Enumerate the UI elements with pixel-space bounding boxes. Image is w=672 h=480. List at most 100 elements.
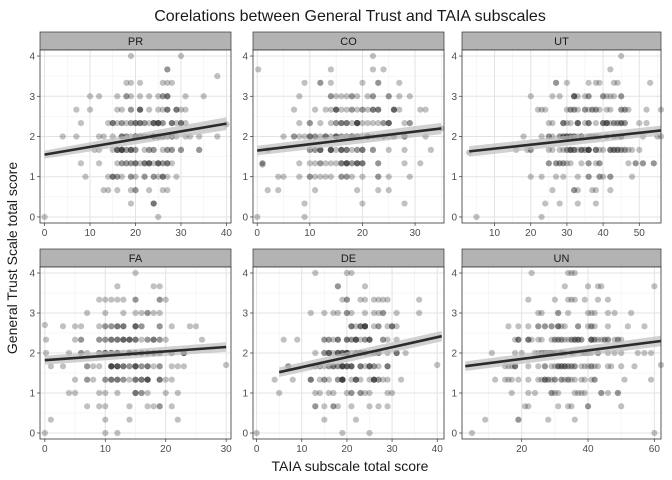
data-point bbox=[311, 173, 319, 180]
data-point bbox=[132, 389, 139, 397]
data-point bbox=[77, 160, 85, 167]
data-point bbox=[528, 336, 535, 343]
data-point bbox=[584, 309, 592, 317]
data-point bbox=[541, 323, 549, 330]
data-point bbox=[565, 363, 572, 370]
regression-line bbox=[44, 122, 227, 156]
data-point bbox=[334, 363, 341, 370]
data-point bbox=[126, 416, 133, 423]
data-point bbox=[173, 173, 180, 180]
data-point bbox=[357, 363, 364, 370]
data-point bbox=[120, 336, 127, 343]
data-point bbox=[538, 376, 545, 383]
data-point bbox=[545, 376, 552, 383]
data-point bbox=[118, 106, 125, 113]
data-point bbox=[132, 323, 139, 330]
data-point bbox=[628, 173, 636, 180]
data-point bbox=[162, 376, 169, 383]
data-point bbox=[317, 79, 324, 86]
data-point bbox=[608, 363, 615, 370]
data-point bbox=[357, 296, 364, 303]
data-point bbox=[132, 363, 139, 370]
data-point bbox=[150, 200, 157, 207]
data-point bbox=[339, 363, 346, 370]
data-point bbox=[568, 296, 575, 303]
data-point bbox=[552, 173, 560, 180]
data-point bbox=[468, 429, 476, 437]
data-point bbox=[73, 106, 80, 113]
data-point bbox=[603, 93, 610, 100]
data-point bbox=[200, 93, 207, 100]
data-point bbox=[352, 416, 360, 423]
data-point bbox=[159, 146, 166, 154]
data-point bbox=[174, 389, 181, 397]
regression-line bbox=[44, 345, 227, 362]
data-point bbox=[159, 173, 166, 180]
data-point bbox=[354, 146, 361, 154]
data-point bbox=[296, 133, 303, 140]
data-point bbox=[127, 160, 135, 167]
data-point bbox=[370, 376, 378, 383]
data-point bbox=[84, 363, 91, 370]
data-point bbox=[538, 213, 545, 221]
data-point bbox=[114, 363, 121, 370]
data-point bbox=[102, 309, 109, 317]
data-point bbox=[141, 146, 148, 154]
data-point bbox=[150, 336, 157, 343]
data-point bbox=[312, 349, 319, 357]
data-point bbox=[126, 376, 133, 383]
data-point bbox=[325, 336, 332, 343]
data-point bbox=[136, 106, 144, 113]
data-point bbox=[552, 160, 560, 167]
data-point bbox=[306, 173, 313, 180]
data-point bbox=[343, 160, 350, 167]
data-point bbox=[567, 106, 574, 113]
data-point bbox=[535, 323, 542, 330]
data-point bbox=[127, 106, 135, 113]
data-point bbox=[96, 363, 103, 370]
data-point bbox=[603, 119, 610, 127]
data-point bbox=[144, 376, 151, 383]
data-point bbox=[560, 173, 567, 180]
data-point bbox=[568, 403, 575, 410]
data-point bbox=[301, 79, 308, 86]
data-point bbox=[398, 376, 405, 383]
data-point bbox=[571, 93, 578, 100]
data-point bbox=[138, 363, 145, 370]
data-point bbox=[511, 349, 519, 357]
data-point bbox=[515, 416, 522, 423]
data-point bbox=[173, 106, 180, 113]
data-point bbox=[357, 389, 364, 397]
data-point bbox=[549, 119, 556, 127]
x-tick-label: 50 bbox=[634, 228, 646, 239]
data-point bbox=[114, 429, 121, 437]
data-point bbox=[343, 93, 350, 100]
data-point bbox=[370, 376, 378, 383]
data-point bbox=[551, 376, 558, 383]
data-point bbox=[352, 323, 360, 330]
data-point bbox=[114, 376, 121, 383]
data-point bbox=[607, 146, 614, 154]
data-point bbox=[578, 146, 585, 154]
data-point bbox=[596, 79, 603, 86]
data-point bbox=[359, 119, 366, 127]
data-point bbox=[311, 133, 319, 140]
panel-pr: PR 0 10 20 30 40 0 1 2 3 4 bbox=[29, 31, 232, 239]
data-point bbox=[571, 106, 578, 113]
data-point bbox=[375, 296, 382, 303]
data-point bbox=[366, 336, 373, 343]
data-point bbox=[321, 349, 328, 357]
y-tick-label: 0 bbox=[451, 212, 457, 223]
data-point bbox=[118, 146, 125, 154]
data-point bbox=[109, 119, 116, 127]
data-point bbox=[417, 106, 424, 113]
data-point bbox=[108, 376, 115, 383]
data-point bbox=[551, 389, 558, 397]
data-point bbox=[588, 323, 595, 330]
data-point bbox=[584, 363, 592, 370]
data-point bbox=[138, 376, 145, 383]
x-tick-label: 20 bbox=[525, 228, 537, 239]
data-point bbox=[333, 160, 340, 167]
data-point bbox=[141, 173, 148, 180]
data-point bbox=[114, 336, 121, 343]
